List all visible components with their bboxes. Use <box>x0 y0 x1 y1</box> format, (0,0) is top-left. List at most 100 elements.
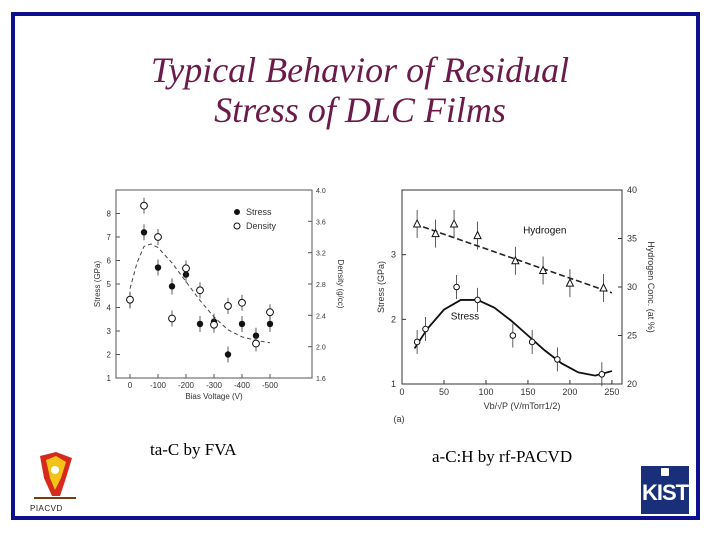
right-y2-tick-label: 25 <box>627 331 637 341</box>
stress-point <box>453 283 460 291</box>
stress-point <box>509 332 517 339</box>
left-y-tick-label: 1 <box>107 374 112 383</box>
right-y-tick-label: 3 <box>391 250 396 260</box>
left-y2-tick-label: 2.0 <box>316 345 326 352</box>
stress-point <box>168 283 176 290</box>
stress-point <box>422 325 429 333</box>
right-x-axis-label: Vb/√P (V/mTorr1/2) <box>484 401 561 411</box>
left-y2-tick-label: 1.6 <box>316 376 326 383</box>
left-x-tick-label: -300 <box>206 381 223 390</box>
legend-density-label: Density <box>246 221 277 231</box>
hydrogen-fit-line <box>414 223 613 294</box>
stress-point <box>598 371 606 378</box>
title-line-2: Stress of DLC Films <box>214 90 506 130</box>
left-x-tick-label: 0 <box>128 381 133 390</box>
stress-point <box>528 338 536 346</box>
left-y2-tick-label: 2.8 <box>316 282 326 289</box>
stress-point <box>224 351 232 358</box>
right-y-axis-label: Stress (GPa) <box>376 261 386 313</box>
kist-logo: KIST <box>641 466 689 514</box>
stress-point <box>554 356 561 363</box>
stress-point <box>474 296 481 304</box>
legend-stress-label: Stress <box>246 207 272 217</box>
density-point <box>140 201 148 210</box>
stress-point <box>140 229 148 236</box>
hydrogen-point <box>599 282 608 292</box>
right-y2-tick-label: 30 <box>627 282 637 292</box>
right-x-tick-label: 100 <box>478 387 493 397</box>
stress-point <box>154 264 162 271</box>
piacvd-logo-graphic <box>34 452 76 499</box>
left-x-tick-label: -500 <box>262 381 279 390</box>
density-point <box>252 339 260 348</box>
right-chart: 0 50 100 150 200 250 1 2 3 20 25 30 35 40 Vb/√P (V/mTo… <box>376 185 656 424</box>
right-x-tick-label: 150 <box>520 387 535 397</box>
left-y-tick-label: 5 <box>107 280 112 289</box>
stress-point <box>196 320 204 328</box>
right-y2-tick-label: 20 <box>627 379 637 389</box>
legend-stress-marker <box>234 209 240 215</box>
stress-point <box>266 320 274 328</box>
right-plot-frame <box>401 189 623 385</box>
right-y2-tick-label: 35 <box>627 234 637 244</box>
density-point <box>196 286 204 295</box>
left-x-tick-label: -200 <box>178 381 195 390</box>
legend-density-marker <box>233 222 241 230</box>
slide-border <box>11 12 700 520</box>
left-y-tick-label: 6 <box>107 257 112 266</box>
left-y-axis-label: Stress (GPa) <box>93 261 102 308</box>
hydrogen-point <box>538 265 548 275</box>
kist-logo-mark <box>661 468 669 476</box>
hydrogen-point <box>431 228 440 238</box>
stress-fit-curve <box>413 299 613 377</box>
title-line-1: Typical Behavior of Residual <box>150 50 570 90</box>
left-chart: 0 -100 -200 -300 -400 -500 1 2 3 4 5 6 7 8 1.6 2.0 2.4 2.… <box>93 188 345 401</box>
right-x-tick-label: 250 <box>604 387 619 397</box>
caption-left: ta-C by FVA <box>150 440 237 459</box>
right-y2-axis-label: Hydrogen Conc. (at %) <box>646 241 656 333</box>
slide-title: Typical Behavior of Residual Stress of D… <box>40 50 680 130</box>
piacvd-logo: PIACVD <box>26 448 86 518</box>
stress-point <box>238 320 246 328</box>
left-y-tick-label: 2 <box>107 351 112 360</box>
right-x-tick-label: 200 <box>562 387 577 397</box>
hydrogen-point <box>565 278 575 287</box>
hydrogen-point <box>412 218 422 228</box>
right-x-tick-label: 0 <box>399 387 404 397</box>
left-fit-line <box>129 243 271 344</box>
piacvd-logo-text: PIACVD <box>30 504 63 513</box>
left-y-tick-label: 4 <box>107 304 112 313</box>
right-x-tick-label: 50 <box>439 387 449 397</box>
hydrogen-annotation: Hydrogen <box>523 226 566 237</box>
density-point <box>154 233 162 241</box>
hydrogen-point <box>449 218 459 228</box>
right-y-tick-label: 1 <box>391 379 396 389</box>
left-y2-axis-label: Density (g/cc) <box>336 260 345 309</box>
left-y-tick-label: 7 <box>107 233 112 242</box>
density-point <box>182 264 190 273</box>
left-plot-frame <box>115 189 313 379</box>
density-point <box>168 314 176 323</box>
density-point <box>238 298 246 307</box>
left-y-tick-label: 3 <box>107 327 112 336</box>
density-point <box>210 320 218 329</box>
left-x-tick-label: -400 <box>234 381 251 390</box>
caption-right: a-C:H by rf-PACVD <box>432 447 573 466</box>
density-point <box>266 308 274 317</box>
hydrogen-point <box>511 255 520 265</box>
left-y2-tick-label: 3.2 <box>316 251 326 258</box>
left-y-tick-label: 8 <box>107 210 112 219</box>
left-x-axis-label: Bias Voltage (V) <box>185 392 243 401</box>
right-y-tick-label: 2 <box>391 314 396 324</box>
density-point <box>224 302 232 310</box>
logo-eye <box>51 466 59 474</box>
left-y2-tick-label: 2.4 <box>316 313 326 320</box>
stress-point <box>413 338 421 346</box>
left-y2-tick-label: 3.6 <box>316 219 326 226</box>
right-panel-label: (a) <box>394 414 405 424</box>
left-y2-tick-label: 4.0 <box>316 188 326 195</box>
density-point <box>126 295 134 304</box>
hydrogen-point <box>473 230 482 240</box>
kist-logo-text: KIST <box>641 480 689 505</box>
left-x-tick-label: -100 <box>150 381 167 390</box>
